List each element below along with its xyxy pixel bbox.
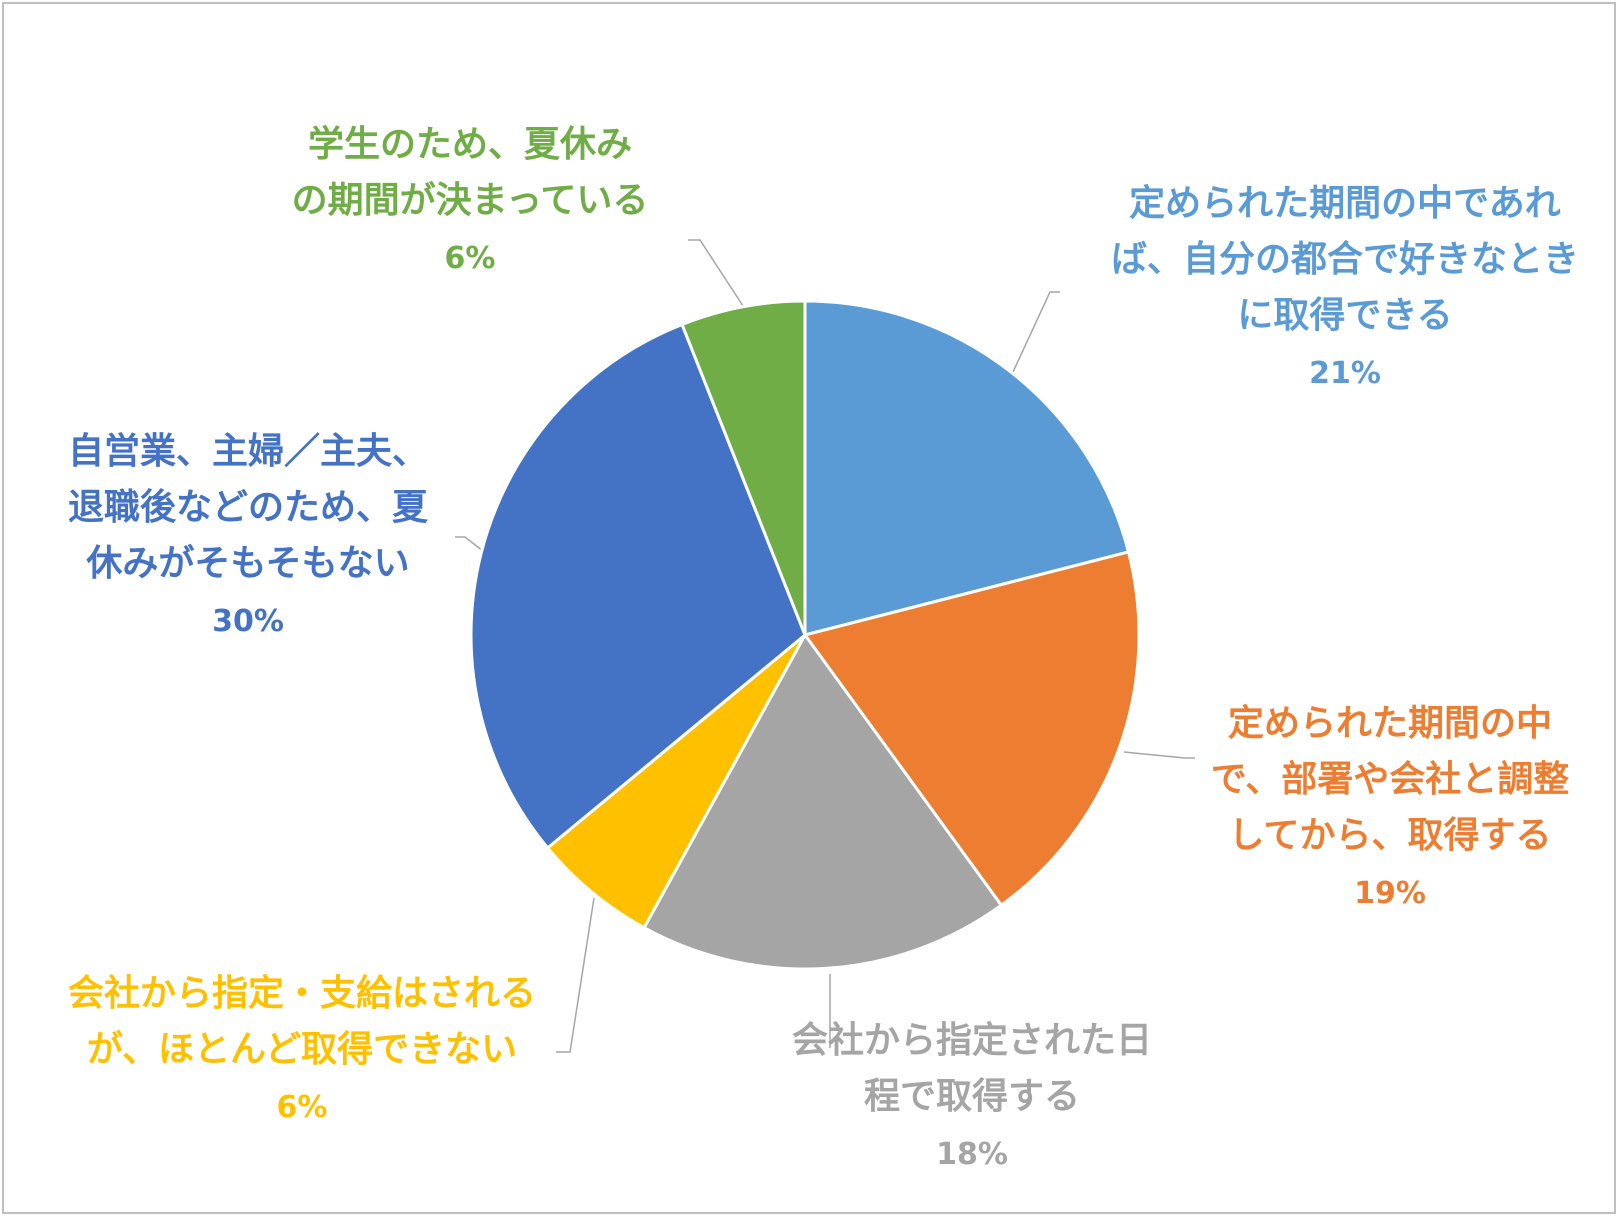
pie-slices [469,299,1141,971]
leader-line-2 [1123,751,1195,759]
pie-slice-4 [545,633,807,930]
slice-label-line: 休みがそもそもない [85,543,409,584]
slice-label-line: 定められた期間の中 [1228,703,1552,744]
slice-label-line: 自営業、主婦／主夫、 [68,431,428,472]
slice-label-line: 会社から指定された日 [792,1020,1152,1061]
slice-label-line: 会社から指定・支給はされる [68,973,536,1014]
slice-label-line: 学生のため、夏休み [308,123,632,165]
slice-percent-label: 18% [936,1137,1008,1172]
pie-slice-1 [803,299,1131,637]
slice-label-line: 定められた期間の中であれ [1129,183,1561,224]
pie-slice-3 [642,632,1004,971]
leader-lines [455,239,1195,1053]
slice-percent-label: 19% [1354,876,1426,911]
slice-label-line: 退職後などのため、夏 [68,487,429,528]
leader-line-6 [688,239,746,310]
leader-line-5 [455,536,489,556]
leader-line-4 [556,897,595,1053]
slice-percent-label: 6% [277,1090,328,1125]
slice-label-line: の期間が決まっている [292,180,649,221]
slice-label-line: ば、自分の都合で好きなとき [1111,239,1579,280]
slice-labels: 定められた期間の中であれば、自分の都合で好きなときに取得できる21%定められた期… [68,123,1579,1172]
slice-percent-label: 21% [1309,356,1381,391]
pie-slice-2 [802,550,1141,908]
pie-slice-6 [680,299,807,636]
slice-label-line: 程で取得する [864,1076,1080,1117]
slice-label-line: で、部署や会社と調整 [1211,759,1570,800]
slice-label-line: に取得できる [1237,295,1452,336]
slice-percent-label: 30% [212,604,284,639]
slice-label-line: が、ほとんど取得できない [87,1029,517,1070]
leader-line-1 [1012,291,1060,373]
slice-label-line: してから、取得する [1229,815,1552,856]
pie-slice-5 [469,322,807,851]
slice-percent-label: 6% [445,241,496,276]
